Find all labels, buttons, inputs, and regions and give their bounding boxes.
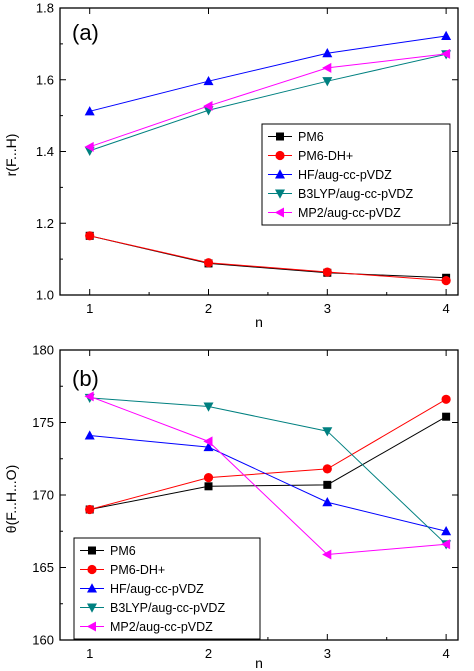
panel-a-legend-entry-label: PM6 xyxy=(298,130,324,144)
panel-a-y-tick-label: 1.2 xyxy=(36,216,54,231)
panel-b-legend: PM6 PM6-DH+ HF/aug-cc-pVDZ B3LYP/aug-cc-pVD… xyxy=(73,537,261,640)
panel-a-series-hf-aug-cc-pvdz-point xyxy=(84,106,95,116)
panel-a-legend-entry-marker xyxy=(275,150,285,161)
panel-b-series-pm6-dh-point xyxy=(203,473,214,483)
panel-a-chart: 1 2 3 4 1.0 1.2 1.4 1.6 1.8 n r(F...H) (a) PM6 PM6-DH… xyxy=(3,1,459,330)
panel-a-series-pm6-dh-point xyxy=(203,258,214,268)
panel-b-chart: 1 2 3 4160165170175180nθ(F...H...O)(b)PM6PM… xyxy=(3,343,459,671)
panel-a-y-axis-label: r(F...H) xyxy=(3,134,19,177)
panel-a-series-pm6-line xyxy=(89,235,447,279)
panel-a-x-axis-label: n xyxy=(255,314,263,330)
panel-b-series-pm6-point xyxy=(323,480,332,489)
panel-a-series-mp2-aug-cc-pvdz-point xyxy=(203,100,213,111)
panel-b-legend-entry-label: B3LYP/aug-cc-pVDZ xyxy=(110,601,225,615)
panel-a-x-tick-label: 1 xyxy=(86,301,93,316)
panel-b-legend-entry-label: PM6 xyxy=(110,544,136,558)
panel-b-x-tick-label: 4 xyxy=(443,646,450,661)
panel-a-legend-entry-label: HF/aug-cc-pVDZ xyxy=(298,168,392,182)
panel-a-y-tick-label: 1.6 xyxy=(36,72,54,87)
panel-b-x-tick-label: 2 xyxy=(205,646,212,661)
panel-a-series-mp2-aug-cc-pvdz-line xyxy=(89,53,447,148)
panel-a-series-hf-aug-cc-pvdz-point xyxy=(203,75,214,86)
panel-b-series-b3lyp-aug-cc-pvdz-line xyxy=(89,397,447,545)
panel-b-x-tick-label: 1 xyxy=(86,646,93,661)
panel-a-y-tick-label: 1.4 xyxy=(36,144,54,159)
panel-a-series-hf-aug-cc-pvdz-line xyxy=(89,35,447,112)
panel-b-legend-box xyxy=(73,537,261,640)
panel-a-series-pm6-dh-line xyxy=(89,235,447,282)
panel-a-legend-entry-marker xyxy=(274,207,284,218)
panel-b-series-pm6-dh-point xyxy=(85,504,95,515)
panel-a-legend-entry-marker xyxy=(275,169,285,179)
panel-b-legend-entry-label: PM6-DH+ xyxy=(110,563,165,577)
panel-a-legend-entry-marker xyxy=(275,189,285,199)
panel-b-label: (b) xyxy=(72,366,99,391)
panel-a-x-tick-label: 2 xyxy=(205,301,212,316)
panel-a-y-tick-label: 1.0 xyxy=(36,288,54,303)
panel-a-series-mp2-aug-cc-pvdz-point xyxy=(322,62,332,73)
panel-b-series-pm6-dh-line xyxy=(89,398,447,510)
panel-b-y-tick-label: 170 xyxy=(32,488,54,503)
panel-a-legend-entry-label: MP2/aug-cc-pVDZ xyxy=(298,206,401,220)
panel-b-series-mp2-aug-cc-pvdz xyxy=(84,391,451,560)
panel-b-x-axis-label: n xyxy=(255,655,263,671)
panel-b-series-pm6-line xyxy=(89,416,447,510)
panel-a-legend-entry-label: B3LYP/aug-cc-pVDZ xyxy=(298,187,413,201)
panel-b-series-pm6-dh-point xyxy=(322,464,332,474)
panel-b-series-hf-aug-cc-pvdz-point xyxy=(322,497,333,507)
panel-a-legend-entry-label: PM6-DH+ xyxy=(298,149,353,163)
panel-a-series-pm6 xyxy=(85,231,451,282)
panel-a-series-pm6-dh-point xyxy=(441,276,451,286)
panel-a-series-hf-aug-cc-pvdz-point xyxy=(322,48,333,58)
panel-b-x-tick-label: 3 xyxy=(324,646,331,661)
panel-b-series-b3lyp-aug-cc-pvdz xyxy=(84,393,452,550)
panel-a-series-mp2-aug-cc-pvdz xyxy=(84,48,451,152)
panel-b-series-mp2-aug-cc-pvdz-point xyxy=(203,436,213,447)
panel-b-series-pm6-dh xyxy=(85,394,451,515)
panel-b-legend-entry-marker xyxy=(88,546,96,555)
panel-b-legend-entry-marker xyxy=(87,564,97,575)
panel-a-x-tick-label: 4 xyxy=(443,301,450,316)
panel-b-legend-entry-label: MP2/aug-cc-pVDZ xyxy=(110,620,213,634)
panel-b-series-mp2-aug-cc-pvdz-point xyxy=(322,549,332,560)
panel-b-legend-entry-marker xyxy=(86,621,96,632)
panel-b-y-tick-label: 160 xyxy=(32,633,54,648)
panel-a-series-mp2-aug-cc-pvdz-point xyxy=(84,141,94,152)
panel-b-y-axis-label: θ(F...H...O) xyxy=(3,465,19,533)
panel-a-y-tick-label: 1.8 xyxy=(36,1,54,16)
panel-b-series-b3lyp-aug-cc-pvdz-point xyxy=(322,427,333,437)
panel-b-series-hf-aug-cc-pvdz-point xyxy=(203,441,214,452)
panel-b-series-pm6-dh-point xyxy=(441,394,451,404)
panel-a-series-mp2-aug-cc-pvdz-point xyxy=(440,48,451,59)
panel-b-series-b3lyp-aug-cc-pvdz-point xyxy=(203,402,214,412)
panel-a-series-b3lyp-aug-cc-pvdz-line xyxy=(89,53,447,152)
panel-b-legend-entry-marker xyxy=(87,583,97,593)
panel-a-series-hf-aug-cc-pvdz-point xyxy=(441,30,452,40)
panel-b-y-tick-label: 165 xyxy=(32,560,54,575)
panel-a-legend: PM6 PM6-DH+ HF/aug-cc-pVDZ B3LYP/aug-cc-pVD… xyxy=(261,123,451,226)
panel-a-x-tick-label: 3 xyxy=(324,301,331,316)
panel-b-series-pm6-point xyxy=(442,412,451,421)
panel-b-y-tick-label: 175 xyxy=(32,415,54,430)
panel-b-series-mp2-aug-cc-pvdz-point xyxy=(84,391,94,402)
panel-a-series-pm6-dh-point xyxy=(85,231,95,241)
panel-a-series-b3lyp-aug-cc-pvdz-point xyxy=(322,77,333,87)
panel-a-legend-box xyxy=(261,123,451,226)
panel-a-series-hf-aug-cc-pvdz xyxy=(84,30,452,116)
panel-b-series-mp2-aug-cc-pvdz-line xyxy=(89,395,447,555)
panel-a-legend-entry-marker xyxy=(276,132,284,141)
panel-b-series-hf-aug-cc-pvdz-point xyxy=(84,430,95,440)
panel-b-series-mp2-aug-cc-pvdz-point xyxy=(440,539,451,550)
panel-b-series-hf-aug-cc-pvdz-point xyxy=(441,526,452,536)
panel-b-y-tick-label: 180 xyxy=(32,343,54,358)
panel-b-series-hf-aug-cc-pvdz xyxy=(84,430,452,536)
panel-a-label: (a) xyxy=(72,20,99,45)
panel-a-series-pm6-dh-point xyxy=(322,267,332,277)
panel-b-legend-entry-label: HF/aug-cc-pVDZ xyxy=(110,582,204,596)
panel-b-series-pm6-point xyxy=(204,482,213,491)
panel-b-series-hf-aug-cc-pvdz-line xyxy=(89,435,447,532)
panel-a-series-pm6-dh xyxy=(85,231,451,286)
panel-b-legend-entry-marker xyxy=(87,603,97,613)
